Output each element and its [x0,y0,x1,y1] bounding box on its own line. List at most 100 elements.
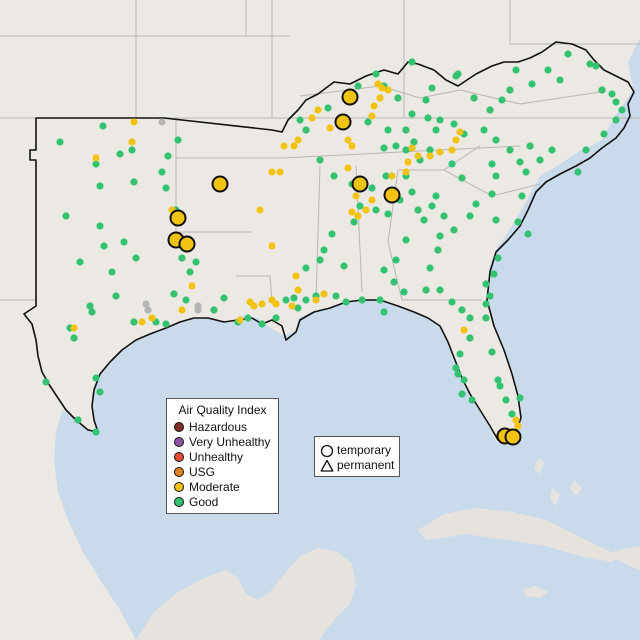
good-monitor-marker[interactable] [296,116,304,124]
good-monitor-marker[interactable] [450,120,458,128]
good-monitor-marker[interactable] [496,382,504,390]
good-monitor-marker[interactable] [516,394,524,402]
moderate-monitor-marker[interactable] [362,206,370,214]
good-monitor-marker[interactable] [328,230,336,238]
good-monitor-marker[interactable] [516,158,524,166]
moderate-monitor-marker[interactable] [326,124,334,132]
good-monitor-marker[interactable] [506,86,514,94]
good-monitor-marker[interactable] [96,388,104,396]
good-monitor-marker[interactable] [448,160,456,168]
temporary-monitor-marker[interactable] [178,235,196,253]
good-monitor-marker[interactable] [408,188,416,196]
temporary-monitor-marker[interactable] [504,428,522,446]
good-monitor-marker[interactable] [92,160,100,168]
good-monitor-marker[interactable] [128,146,136,154]
good-monitor-marker[interactable] [356,202,364,210]
good-monitor-marker[interactable] [482,314,490,322]
moderate-monitor-marker[interactable] [370,102,378,110]
good-monitor-marker[interactable] [294,304,302,312]
good-monitor-marker[interactable] [460,376,468,384]
good-monitor-marker[interactable] [130,178,138,186]
good-monitor-marker[interactable] [482,300,490,308]
good-monitor-marker[interactable] [436,232,444,240]
good-monitor-marker[interactable] [402,146,410,154]
moderate-monitor-marker[interactable] [280,142,288,150]
good-monitor-marker[interactable] [592,62,600,70]
moderate-monitor-marker[interactable] [128,138,136,146]
good-monitor-marker[interactable] [100,242,108,250]
good-monitor-marker[interactable] [380,266,388,274]
good-monitor-marker[interactable] [380,308,388,316]
good-monitor-marker[interactable] [618,106,626,114]
moderate-monitor-marker[interactable] [308,114,316,122]
good-monitor-marker[interactable] [76,258,84,266]
temporary-monitor-marker[interactable] [211,175,229,193]
good-monitor-marker[interactable] [436,286,444,294]
moderate-monitor-marker[interactable] [348,208,356,216]
good-monitor-marker[interactable] [488,190,496,198]
good-monitor-marker[interactable] [182,296,190,304]
good-monitor-marker[interactable] [394,94,402,102]
good-monitor-marker[interactable] [382,172,390,180]
moderate-monitor-marker[interactable] [130,118,138,126]
good-monitor-marker[interactable] [99,122,107,130]
temporary-monitor-marker[interactable] [383,186,401,204]
good-monitor-marker[interactable] [508,410,516,418]
good-monitor-marker[interactable] [120,238,128,246]
no-data-monitor-marker[interactable] [194,306,202,314]
good-monitor-marker[interactable] [86,302,94,310]
good-monitor-marker[interactable] [452,364,460,372]
good-monitor-marker[interactable] [582,146,590,154]
good-monitor-marker[interactable] [272,314,280,322]
good-monitor-marker[interactable] [258,320,266,328]
good-monitor-marker[interactable] [372,206,380,214]
no-data-monitor-marker[interactable] [158,118,166,126]
moderate-monitor-marker[interactable] [236,316,244,324]
good-monitor-marker[interactable] [428,84,436,92]
moderate-monitor-marker[interactable] [368,112,376,120]
good-monitor-marker[interactable] [162,320,170,328]
good-monitor-marker[interactable] [302,264,310,272]
good-monitor-marker[interactable] [158,168,166,176]
good-monitor-marker[interactable] [302,296,310,304]
good-monitor-marker[interactable] [470,94,478,102]
good-monitor-marker[interactable] [456,350,464,358]
moderate-monitor-marker[interactable] [512,416,520,424]
good-monitor-marker[interactable] [426,264,434,272]
good-monitor-marker[interactable] [384,126,392,134]
good-monitor-marker[interactable] [174,136,182,144]
good-monitor-marker[interactable] [612,98,620,106]
good-monitor-marker[interactable] [612,116,620,124]
good-monitor-marker[interactable] [330,172,338,180]
moderate-monitor-marker[interactable] [408,144,416,152]
good-monitor-marker[interactable] [482,280,490,288]
good-monitor-marker[interactable] [354,82,362,90]
good-monitor-marker[interactable] [350,218,358,226]
good-monitor-marker[interactable] [544,66,552,74]
good-monitor-marker[interactable] [522,168,530,176]
moderate-monitor-marker[interactable] [312,296,320,304]
good-monitor-marker[interactable] [380,144,388,152]
moderate-monitor-marker[interactable] [404,158,412,166]
good-monitor-marker[interactable] [514,218,522,226]
good-monitor-marker[interactable] [466,212,474,220]
good-monitor-marker[interactable] [410,138,418,146]
good-monitor-marker[interactable] [376,296,384,304]
good-monitor-marker[interactable] [422,286,430,294]
good-monitor-marker[interactable] [62,212,70,220]
moderate-monitor-marker[interactable] [276,168,284,176]
good-monitor-marker[interactable] [402,126,410,134]
good-monitor-marker[interactable] [164,152,172,160]
good-monitor-marker[interactable] [364,118,372,126]
good-monitor-marker[interactable] [488,348,496,356]
good-monitor-marker[interactable] [434,246,442,254]
good-monitor-marker[interactable] [420,216,428,224]
moderate-monitor-marker[interactable] [426,152,434,160]
good-monitor-marker[interactable] [536,156,544,164]
good-monitor-marker[interactable] [524,230,532,238]
moderate-monitor-marker[interactable] [388,172,396,180]
good-monitor-marker[interactable] [480,126,488,134]
good-monitor-marker[interactable] [358,296,366,304]
good-monitor-marker[interactable] [392,142,400,150]
